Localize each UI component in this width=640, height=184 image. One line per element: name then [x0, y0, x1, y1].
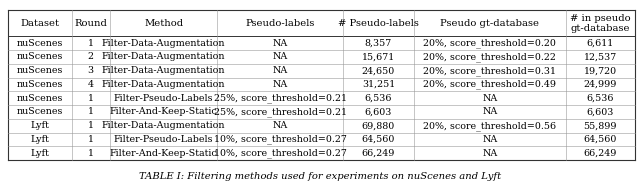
Text: NA: NA: [483, 107, 497, 116]
Text: 1: 1: [88, 94, 93, 103]
Text: NA: NA: [273, 52, 288, 61]
Text: Filter-Pseudo-Labels: Filter-Pseudo-Labels: [114, 94, 213, 103]
Text: Filter-Data-Augmentation: Filter-Data-Augmentation: [102, 66, 225, 75]
Text: nuScenes: nuScenes: [17, 94, 63, 103]
Text: 12,537: 12,537: [584, 52, 617, 61]
Text: 66,249: 66,249: [362, 149, 395, 158]
Text: nuScenes: nuScenes: [17, 66, 63, 75]
Text: 66,249: 66,249: [584, 149, 617, 158]
Text: Pseudo gt-database: Pseudo gt-database: [440, 19, 540, 28]
Text: nuScenes: nuScenes: [17, 52, 63, 61]
Text: Filter-Pseudo-Labels: Filter-Pseudo-Labels: [114, 135, 213, 144]
Text: Dataset: Dataset: [20, 19, 60, 28]
Text: Lyft: Lyft: [30, 121, 49, 130]
Text: NA: NA: [483, 135, 497, 144]
Text: 31,251: 31,251: [362, 80, 395, 89]
Text: 6,536: 6,536: [586, 94, 614, 103]
Text: NA: NA: [483, 149, 497, 158]
Text: 69,880: 69,880: [362, 121, 395, 130]
Text: 6,611: 6,611: [587, 39, 614, 48]
Text: Lyft: Lyft: [30, 135, 49, 144]
Text: 25%, score_threshold=0.21: 25%, score_threshold=0.21: [214, 107, 347, 117]
Text: 2: 2: [88, 52, 93, 61]
Text: TABLE I: Filtering methods used for experiments on nuScenes and Lyft: TABLE I: Filtering methods used for expe…: [139, 172, 501, 181]
Text: nuScenes: nuScenes: [17, 80, 63, 89]
Text: NA: NA: [273, 121, 288, 130]
Text: Method: Method: [144, 19, 183, 28]
Text: 6,603: 6,603: [365, 107, 392, 116]
Text: 3: 3: [88, 66, 94, 75]
Text: 15,671: 15,671: [362, 52, 395, 61]
Text: 20%, score_threshold=0.20: 20%, score_threshold=0.20: [424, 38, 556, 48]
Text: 55,899: 55,899: [584, 121, 617, 130]
Text: Pseudo-labels: Pseudo-labels: [245, 19, 315, 28]
Text: NA: NA: [273, 80, 288, 89]
Text: 20%, score_threshold=0.22: 20%, score_threshold=0.22: [424, 52, 556, 62]
Text: 4: 4: [88, 80, 93, 89]
Text: 6,603: 6,603: [587, 107, 614, 116]
Text: 8,357: 8,357: [365, 39, 392, 48]
Text: # Pseudo-labels: # Pseudo-labels: [338, 19, 419, 28]
Text: Filter-Data-Augmentation: Filter-Data-Augmentation: [102, 80, 225, 89]
Text: 10%, score_threshold=0.27: 10%, score_threshold=0.27: [214, 135, 346, 144]
Text: 6,536: 6,536: [365, 94, 392, 103]
Text: 19,720: 19,720: [584, 66, 617, 75]
Text: Filter-Data-Augmentation: Filter-Data-Augmentation: [102, 39, 225, 48]
Text: 64,560: 64,560: [362, 135, 395, 144]
Text: nuScenes: nuScenes: [17, 107, 63, 116]
Text: 25%, score_threshold=0.21: 25%, score_threshold=0.21: [214, 93, 347, 103]
Text: 24,999: 24,999: [584, 80, 617, 89]
Text: 24,650: 24,650: [362, 66, 395, 75]
Text: Filter-And-Keep-Static: Filter-And-Keep-Static: [109, 149, 218, 158]
Text: 20%, score_threshold=0.56: 20%, score_threshold=0.56: [423, 121, 556, 131]
Text: 20%, score_threshold=0.31: 20%, score_threshold=0.31: [424, 66, 556, 76]
Text: 64,560: 64,560: [584, 135, 617, 144]
Text: 1: 1: [88, 149, 93, 158]
Text: Filter-Data-Augmentation: Filter-Data-Augmentation: [102, 52, 225, 61]
Text: 10%, score_threshold=0.27: 10%, score_threshold=0.27: [214, 148, 346, 158]
Text: Round: Round: [74, 19, 107, 28]
Text: 20%, score_threshold=0.49: 20%, score_threshold=0.49: [424, 80, 556, 89]
Text: Filter-Data-Augmentation: Filter-Data-Augmentation: [102, 121, 225, 130]
Text: 1: 1: [88, 121, 93, 130]
Text: NA: NA: [273, 39, 288, 48]
Text: NA: NA: [273, 66, 288, 75]
Text: NA: NA: [483, 94, 497, 103]
Text: Lyft: Lyft: [30, 149, 49, 158]
Text: 1: 1: [88, 107, 93, 116]
Text: nuScenes: nuScenes: [17, 39, 63, 48]
Text: 1: 1: [88, 39, 93, 48]
Text: 1: 1: [88, 135, 93, 144]
Text: # in pseudo
gt-database: # in pseudo gt-database: [570, 14, 630, 33]
Text: Filter-And-Keep-Static: Filter-And-Keep-Static: [109, 107, 218, 116]
